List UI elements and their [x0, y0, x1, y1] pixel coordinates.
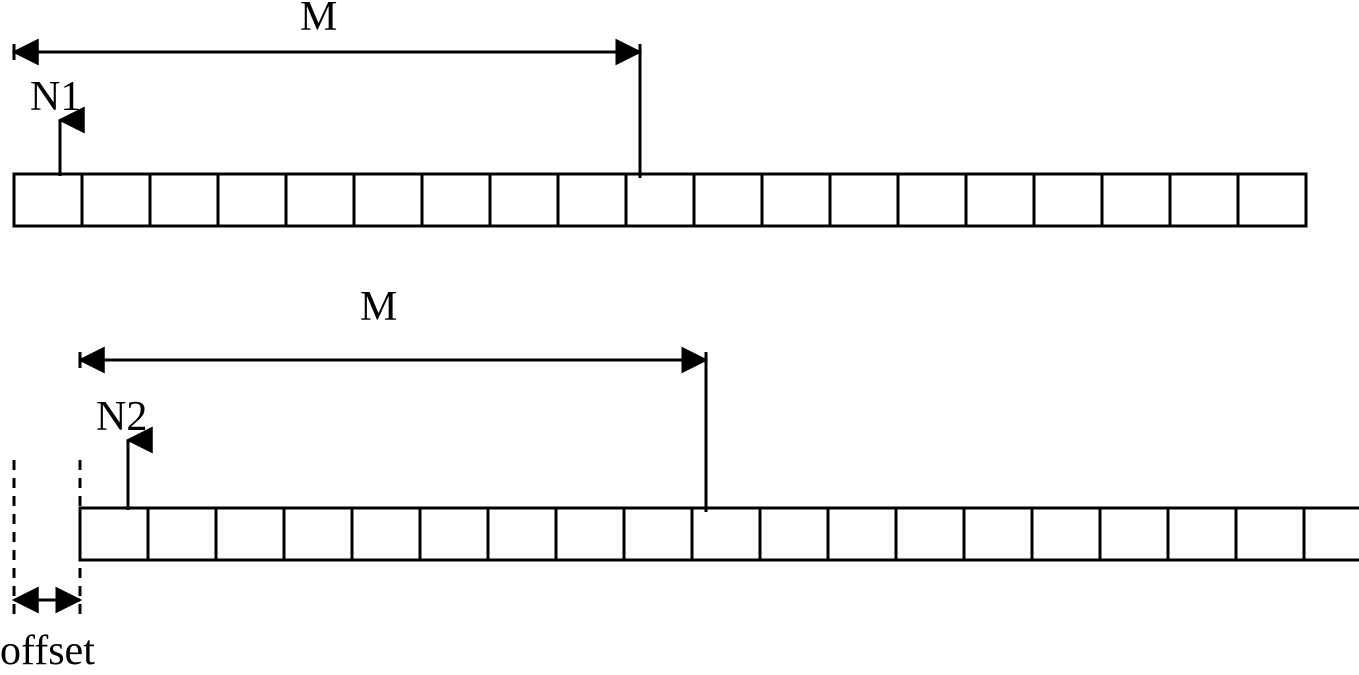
label-m-bottom: M	[360, 284, 397, 330]
label-offset: offset	[0, 628, 95, 674]
label-n1: N1	[30, 74, 81, 120]
label-n2: N2	[96, 394, 147, 440]
label-m-top: M	[300, 0, 337, 40]
cell-strip	[14, 174, 1306, 226]
